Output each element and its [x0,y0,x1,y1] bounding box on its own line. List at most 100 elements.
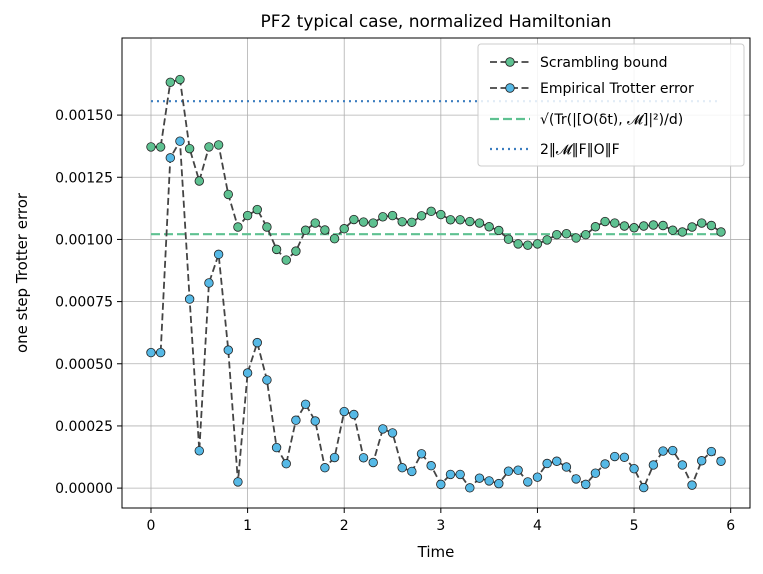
empirical-trotter-error-point [155,347,166,358]
scrambling-bound-point [397,217,407,227]
empirical-trotter-error-point [571,474,581,484]
scrambling-bound-point [165,77,176,87]
scrambling-bound-point [465,216,475,227]
scrambling-bound-point [310,218,320,228]
y-axis-label: one step Trotter error [13,192,31,353]
scrambling-bound-point [184,143,195,154]
scrambling-bound-point [349,214,359,225]
scrambling-bound-point [619,221,630,231]
empirical-trotter-error-point [677,460,688,470]
axes-frame [121,37,751,509]
scrambling-bound-point [339,224,349,234]
x-tick-label: 0 [147,518,156,534]
scrambling-bound-point [320,225,330,235]
scrambling-bound-point [378,212,388,222]
empirical-trotter-error-point [523,477,533,487]
empirical-trotter-error-point [503,466,514,476]
scrambling-bound-point [542,235,552,245]
y-tick-label: 0.00000 [55,481,113,497]
empirical-trotter-error-point [300,399,311,410]
empirical-trotter-error-point [368,457,378,468]
scrambling-bound-point [300,225,311,235]
empirical-trotter-error-point [329,452,340,463]
x-tick-label: 2 [340,518,349,534]
empirical-trotter-error-point [561,462,572,472]
scrambling-bound-point [281,255,291,265]
empirical-trotter-error-point [465,483,475,493]
empirical-trotter-error-point [696,456,707,466]
scrambling-bound-point [629,223,639,233]
legend-box [477,43,745,167]
empirical-trotter-error-point [600,459,610,469]
x-tick-label: 4 [533,518,542,534]
y-tick-label: 0.00075 [55,295,113,311]
legend-swatch-marker [505,57,515,67]
empirical-trotter-error-point [474,473,485,483]
empirical-trotter-error-point [426,461,436,471]
empirical-trotter-error-point [610,451,620,462]
empirical-trotter-error-point [281,459,291,469]
empirical-trotter-error-point [619,452,630,462]
empirical-trotter-error-point [581,479,591,490]
x-tick-label: 6 [726,518,735,534]
empirical-trotter-error-point [339,406,349,417]
legend-label: 2‖𝓜‖F‖O‖F [540,142,620,158]
empirical-trotter-error-point [494,478,504,489]
scrambling-bound-point [436,209,446,220]
scrambling-bound-point [716,227,726,237]
empirical-trotter-error-point [542,458,552,469]
scrambling-bound-point [571,233,581,243]
empirical-trotter-error-point [271,442,282,453]
scrambling-bound-point [291,246,301,256]
empirical-trotter-error-point [455,469,465,480]
scrambling-bound-point [474,218,485,228]
series-group [146,74,726,493]
scrambling-bound-point [677,227,688,237]
empirical-trotter-error-point [291,415,301,425]
grid [122,38,750,508]
empirical-trotter-error-point [223,345,233,355]
empirical-trotter-error-point [484,476,494,486]
scrambling-bound-point [658,220,668,231]
scrambling-bound-point [561,229,572,239]
scrambling-bound-point [552,230,562,240]
empirical-trotter-error-point [629,464,639,474]
scrambling-bound-point [223,189,233,200]
empirical-trotter-error-point [639,482,649,493]
empirical-trotter-error-point [320,463,330,473]
scrambling-bound-point [426,206,436,217]
scrambling-bound-point [242,210,253,221]
empirical-trotter-error-point [146,347,156,358]
y-tick-label: 0.00050 [55,357,113,373]
scrambling-bound-point [668,225,678,235]
empirical-trotter-error-point [648,460,659,470]
scrambling-bound-point [416,211,427,221]
empirical-trotter-error-point [378,424,388,434]
empirical-trotter-error-point [213,249,224,260]
empirical-trotter-error-point [407,466,417,477]
scrambling-bound-point [610,218,620,228]
empirical-trotter-error-point [590,468,601,478]
scrambling-bound-point [175,74,185,85]
legend-label: Scrambling bound [540,55,668,71]
empirical-trotter-error-point [716,456,726,466]
scrambling-bound-point [706,220,717,231]
x-axis-label: Time [417,543,455,561]
scrambling-bound-point [455,215,465,225]
y-axis-ticks: 0.00000 0.00025 0.00050 0.00075 0.00100 0.001… [55,108,122,497]
scrambling-bound-point [581,230,591,240]
empirical-trotter-error-point [204,278,214,288]
scrambling-bound-point [213,140,224,150]
scrambling-bound-point [146,142,156,152]
legend-label: √(Tr(|[O(δt), 𝓜]|²)/d) [540,112,683,128]
empirical-trotter-error-point [513,465,523,475]
scrambling-bound-point [329,233,340,244]
empirical-trotter-error-point [349,409,359,420]
empirical-trotter-error-point [310,416,320,426]
empirical-trotter-error-point [658,446,668,456]
scrambling-bound-point [358,217,369,227]
empirical-trotter-error-point [668,445,678,456]
empirical-trotter-error-point [233,477,243,487]
empirical-trotter-error-point [262,375,272,385]
